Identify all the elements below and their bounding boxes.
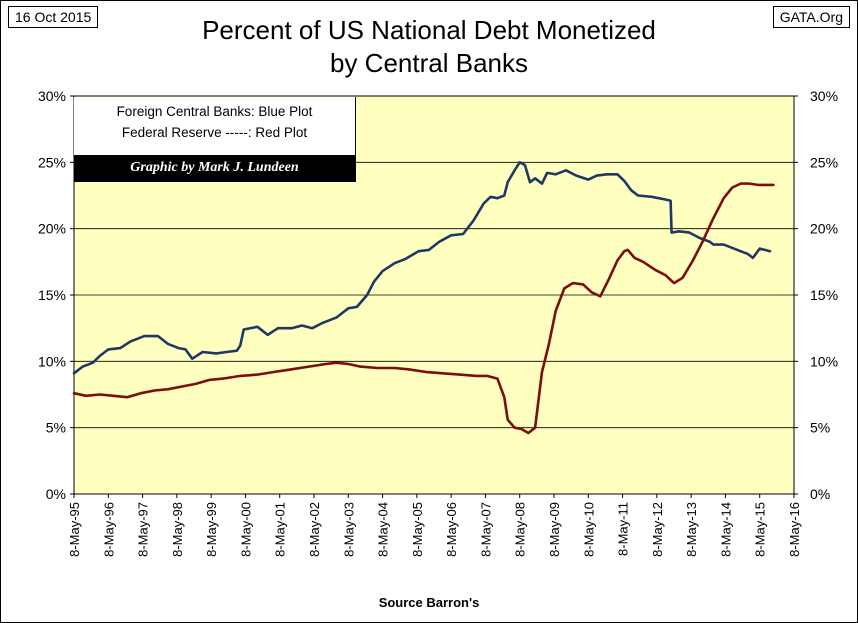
x-tick-label: 8-May-13 [684, 502, 699, 557]
series [72, 161, 775, 435]
date-label: 16 Oct 2015 [8, 6, 99, 28]
x-tick-label: 8-May-01 [273, 502, 288, 557]
legend-fed-entry: Federal Reserve -----: Red Plot [121, 125, 308, 140]
chart-title-line-1: Percent of US National Debt Monetized [202, 15, 656, 45]
y-tick-label-left: 15% [38, 287, 66, 303]
y-tick-label-left: 30% [38, 88, 66, 104]
chart-title-line-2: by Central Banks [330, 48, 528, 78]
x-tick-label: 8-May-95 [67, 502, 82, 557]
x-tick-label: 8-May-07 [478, 502, 493, 557]
x-tick-label: 8-May-15 [753, 502, 768, 557]
credit-banner: Graphic by Mark J. Lundeen [74, 155, 355, 181]
series-line-fed [72, 182, 775, 435]
x-tick-label: 8-May-97 [136, 502, 151, 557]
x-tick-label: 8-May-08 [513, 502, 528, 557]
x-tick-label: 8-May-16 [787, 502, 802, 557]
y-tick-label-right: 25% [810, 154, 838, 170]
x-tick-label: 8-May-02 [307, 502, 322, 557]
y-tick-label-right: 5% [810, 420, 830, 436]
y-tick-label-right: 10% [810, 353, 838, 369]
x-tick-label: 8-May-12 [650, 502, 665, 557]
x-tick-label: 8-May-03 [341, 502, 356, 557]
x-axis: 8-May-95 8-May-96 8-May-97 8-May-98 8-May-99… [67, 494, 802, 557]
y-tick-label-left: 20% [38, 221, 66, 237]
x-tick-label: 8-May-09 [547, 502, 562, 557]
source-label: GATA.Org [772, 6, 850, 28]
y-tick-label-left: 0% [46, 486, 66, 502]
x-tick-label: 8-May-06 [444, 502, 459, 557]
x-tick-label: 8-May-00 [238, 502, 253, 557]
x-tick-label: 8-May-14 [718, 502, 733, 557]
y-tick-label-left: 5% [46, 420, 66, 436]
y-axis-left: 0% 5% 10% 15% 20% 25% 30% [38, 88, 74, 502]
legend-box: Foreign Central Banks: Blue Plot Federal… [74, 97, 356, 182]
x-tick-label: 8-May-96 [101, 502, 116, 557]
x-tick-label: 8-May-11 [616, 502, 631, 556]
chart-title: Percent of US National Debt Monetized by… [100, 14, 758, 80]
series-line-foreign [72, 161, 772, 375]
gridlines [74, 161, 794, 429]
y-tick-label-right: 30% [810, 88, 838, 104]
x-tick-label: 8-May-05 [410, 502, 425, 557]
x-tick-label: 8-May-04 [376, 502, 391, 557]
x-tick-label: 8-May-99 [204, 502, 219, 557]
y-tick-label-right: 20% [810, 221, 838, 237]
legend-foreign-entry: Foreign Central Banks: Blue Plot [116, 104, 313, 119]
y-axis-right: 0% 5% 10% 15% 20% 25% 30% [794, 88, 838, 502]
x-tick-label: 8-May-98 [170, 502, 185, 557]
y-tick-label-right: 15% [810, 287, 838, 303]
y-tick-label-left: 25% [38, 154, 66, 170]
y-tick-label-left: 10% [38, 353, 66, 369]
y-tick-label-right: 0% [810, 486, 830, 502]
x-axis-label: Source Barron's [378, 595, 480, 610]
x-tick-label: 8-May-10 [581, 502, 596, 557]
